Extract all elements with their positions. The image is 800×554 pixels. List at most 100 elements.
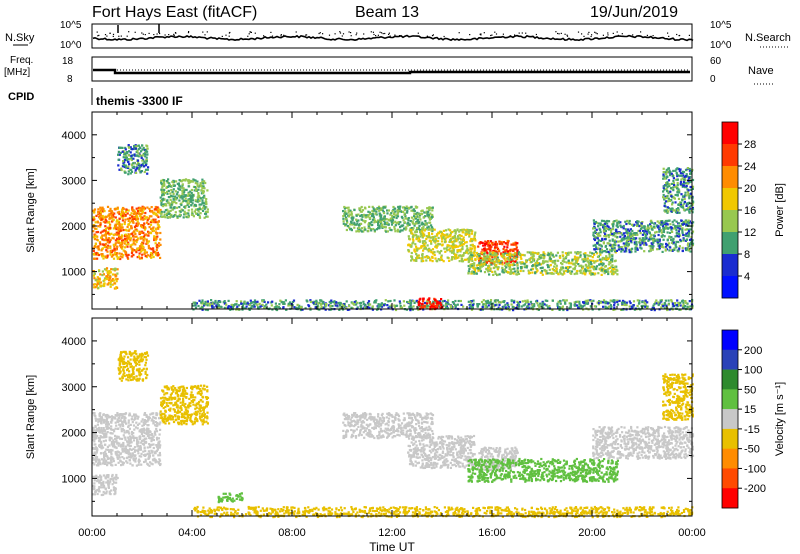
data-cell bbox=[641, 233, 644, 236]
data-cell bbox=[98, 280, 101, 283]
data-cell bbox=[422, 249, 425, 252]
data-cell bbox=[191, 202, 194, 205]
data-cell bbox=[390, 221, 393, 224]
data-cell bbox=[425, 238, 428, 241]
data-cell bbox=[110, 210, 114, 213]
data-cell bbox=[605, 248, 609, 251]
data-cell bbox=[375, 299, 378, 302]
data-cell bbox=[676, 178, 679, 181]
data-cell bbox=[125, 238, 128, 241]
data-cell bbox=[529, 261, 532, 264]
data-cell bbox=[392, 208, 395, 212]
data-cell bbox=[157, 244, 161, 248]
data-cell bbox=[405, 207, 408, 210]
nsearch-point bbox=[263, 35, 265, 37]
data-cell bbox=[95, 235, 98, 238]
nsearch-point bbox=[202, 31, 204, 33]
data-cell bbox=[115, 220, 118, 223]
data-cell bbox=[434, 237, 437, 241]
data-cell bbox=[359, 229, 362, 232]
data-cell bbox=[292, 299, 296, 302]
data-cell bbox=[153, 237, 156, 240]
data-cell bbox=[194, 182, 197, 185]
data-cell bbox=[193, 179, 196, 182]
data-cell bbox=[678, 222, 681, 225]
data-cell bbox=[345, 228, 348, 232]
data-cell bbox=[516, 270, 519, 273]
nsearch-point bbox=[379, 31, 381, 33]
data-cell bbox=[460, 255, 463, 258]
data-cell bbox=[103, 229, 106, 232]
data-cell bbox=[681, 223, 685, 226]
data-cell bbox=[527, 303, 530, 306]
data-cell bbox=[106, 238, 109, 242]
data-cell bbox=[608, 266, 611, 270]
data-cell bbox=[124, 152, 127, 156]
data-cell bbox=[353, 226, 356, 229]
data-cell bbox=[189, 180, 192, 183]
data-cell bbox=[677, 235, 680, 238]
data-cell bbox=[124, 154, 128, 158]
data-cell bbox=[396, 215, 400, 218]
data-cell bbox=[439, 243, 442, 246]
data-cell bbox=[122, 229, 125, 232]
data-cell bbox=[150, 210, 153, 213]
data-cell bbox=[99, 209, 102, 212]
nsearch-point bbox=[616, 31, 618, 33]
nsearch-point bbox=[607, 34, 609, 36]
data-cell bbox=[523, 265, 526, 268]
data-cell bbox=[201, 299, 204, 302]
data-cell bbox=[146, 206, 149, 209]
data-cell bbox=[629, 240, 632, 243]
data-cell bbox=[380, 214, 383, 217]
data-cell bbox=[523, 303, 527, 306]
data-cell bbox=[608, 254, 611, 257]
data-cell bbox=[657, 225, 660, 228]
data-cell bbox=[305, 299, 308, 302]
data-cell bbox=[201, 178, 204, 181]
nsearch-point bbox=[518, 32, 520, 34]
data-cell bbox=[472, 271, 475, 274]
data-cell bbox=[113, 247, 116, 250]
data-cell bbox=[578, 264, 581, 268]
data-cell bbox=[152, 250, 155, 254]
beam-title: Beam 13 bbox=[355, 4, 419, 21]
data-cell bbox=[121, 245, 124, 248]
data-cell bbox=[613, 268, 616, 271]
data-cell bbox=[138, 146, 142, 150]
data-cell bbox=[119, 213, 123, 216]
data-cell bbox=[140, 150, 143, 153]
data-cell bbox=[92, 274, 96, 277]
data-cell bbox=[538, 305, 541, 308]
data-cell bbox=[410, 206, 413, 209]
data-cell bbox=[405, 227, 408, 230]
data-cell bbox=[429, 221, 432, 224]
data-cell bbox=[590, 262, 593, 265]
data-cell bbox=[400, 225, 403, 228]
data-cell bbox=[367, 214, 370, 217]
nsearch-point bbox=[594, 31, 596, 33]
data-cell bbox=[407, 219, 410, 222]
data-cell bbox=[649, 225, 652, 228]
data-cell bbox=[415, 215, 418, 218]
data-cell bbox=[529, 257, 532, 260]
data-cell bbox=[513, 267, 516, 270]
data-cell bbox=[662, 238, 665, 241]
data-cell bbox=[421, 236, 424, 239]
data-cell bbox=[270, 304, 273, 307]
data-cell bbox=[625, 222, 628, 226]
data-cell bbox=[369, 222, 372, 225]
data-cell bbox=[172, 188, 175, 191]
data-cell bbox=[197, 198, 200, 201]
data-cell bbox=[446, 256, 449, 259]
data-cell bbox=[112, 279, 115, 282]
data-cell bbox=[114, 273, 117, 276]
data-cell bbox=[576, 272, 579, 275]
data-cell bbox=[346, 221, 349, 224]
data-cell bbox=[148, 226, 151, 229]
data-cell bbox=[666, 189, 669, 193]
data-cell bbox=[416, 219, 419, 223]
data-cell bbox=[116, 245, 119, 248]
data-cell bbox=[532, 253, 535, 256]
data-cell bbox=[551, 299, 554, 302]
